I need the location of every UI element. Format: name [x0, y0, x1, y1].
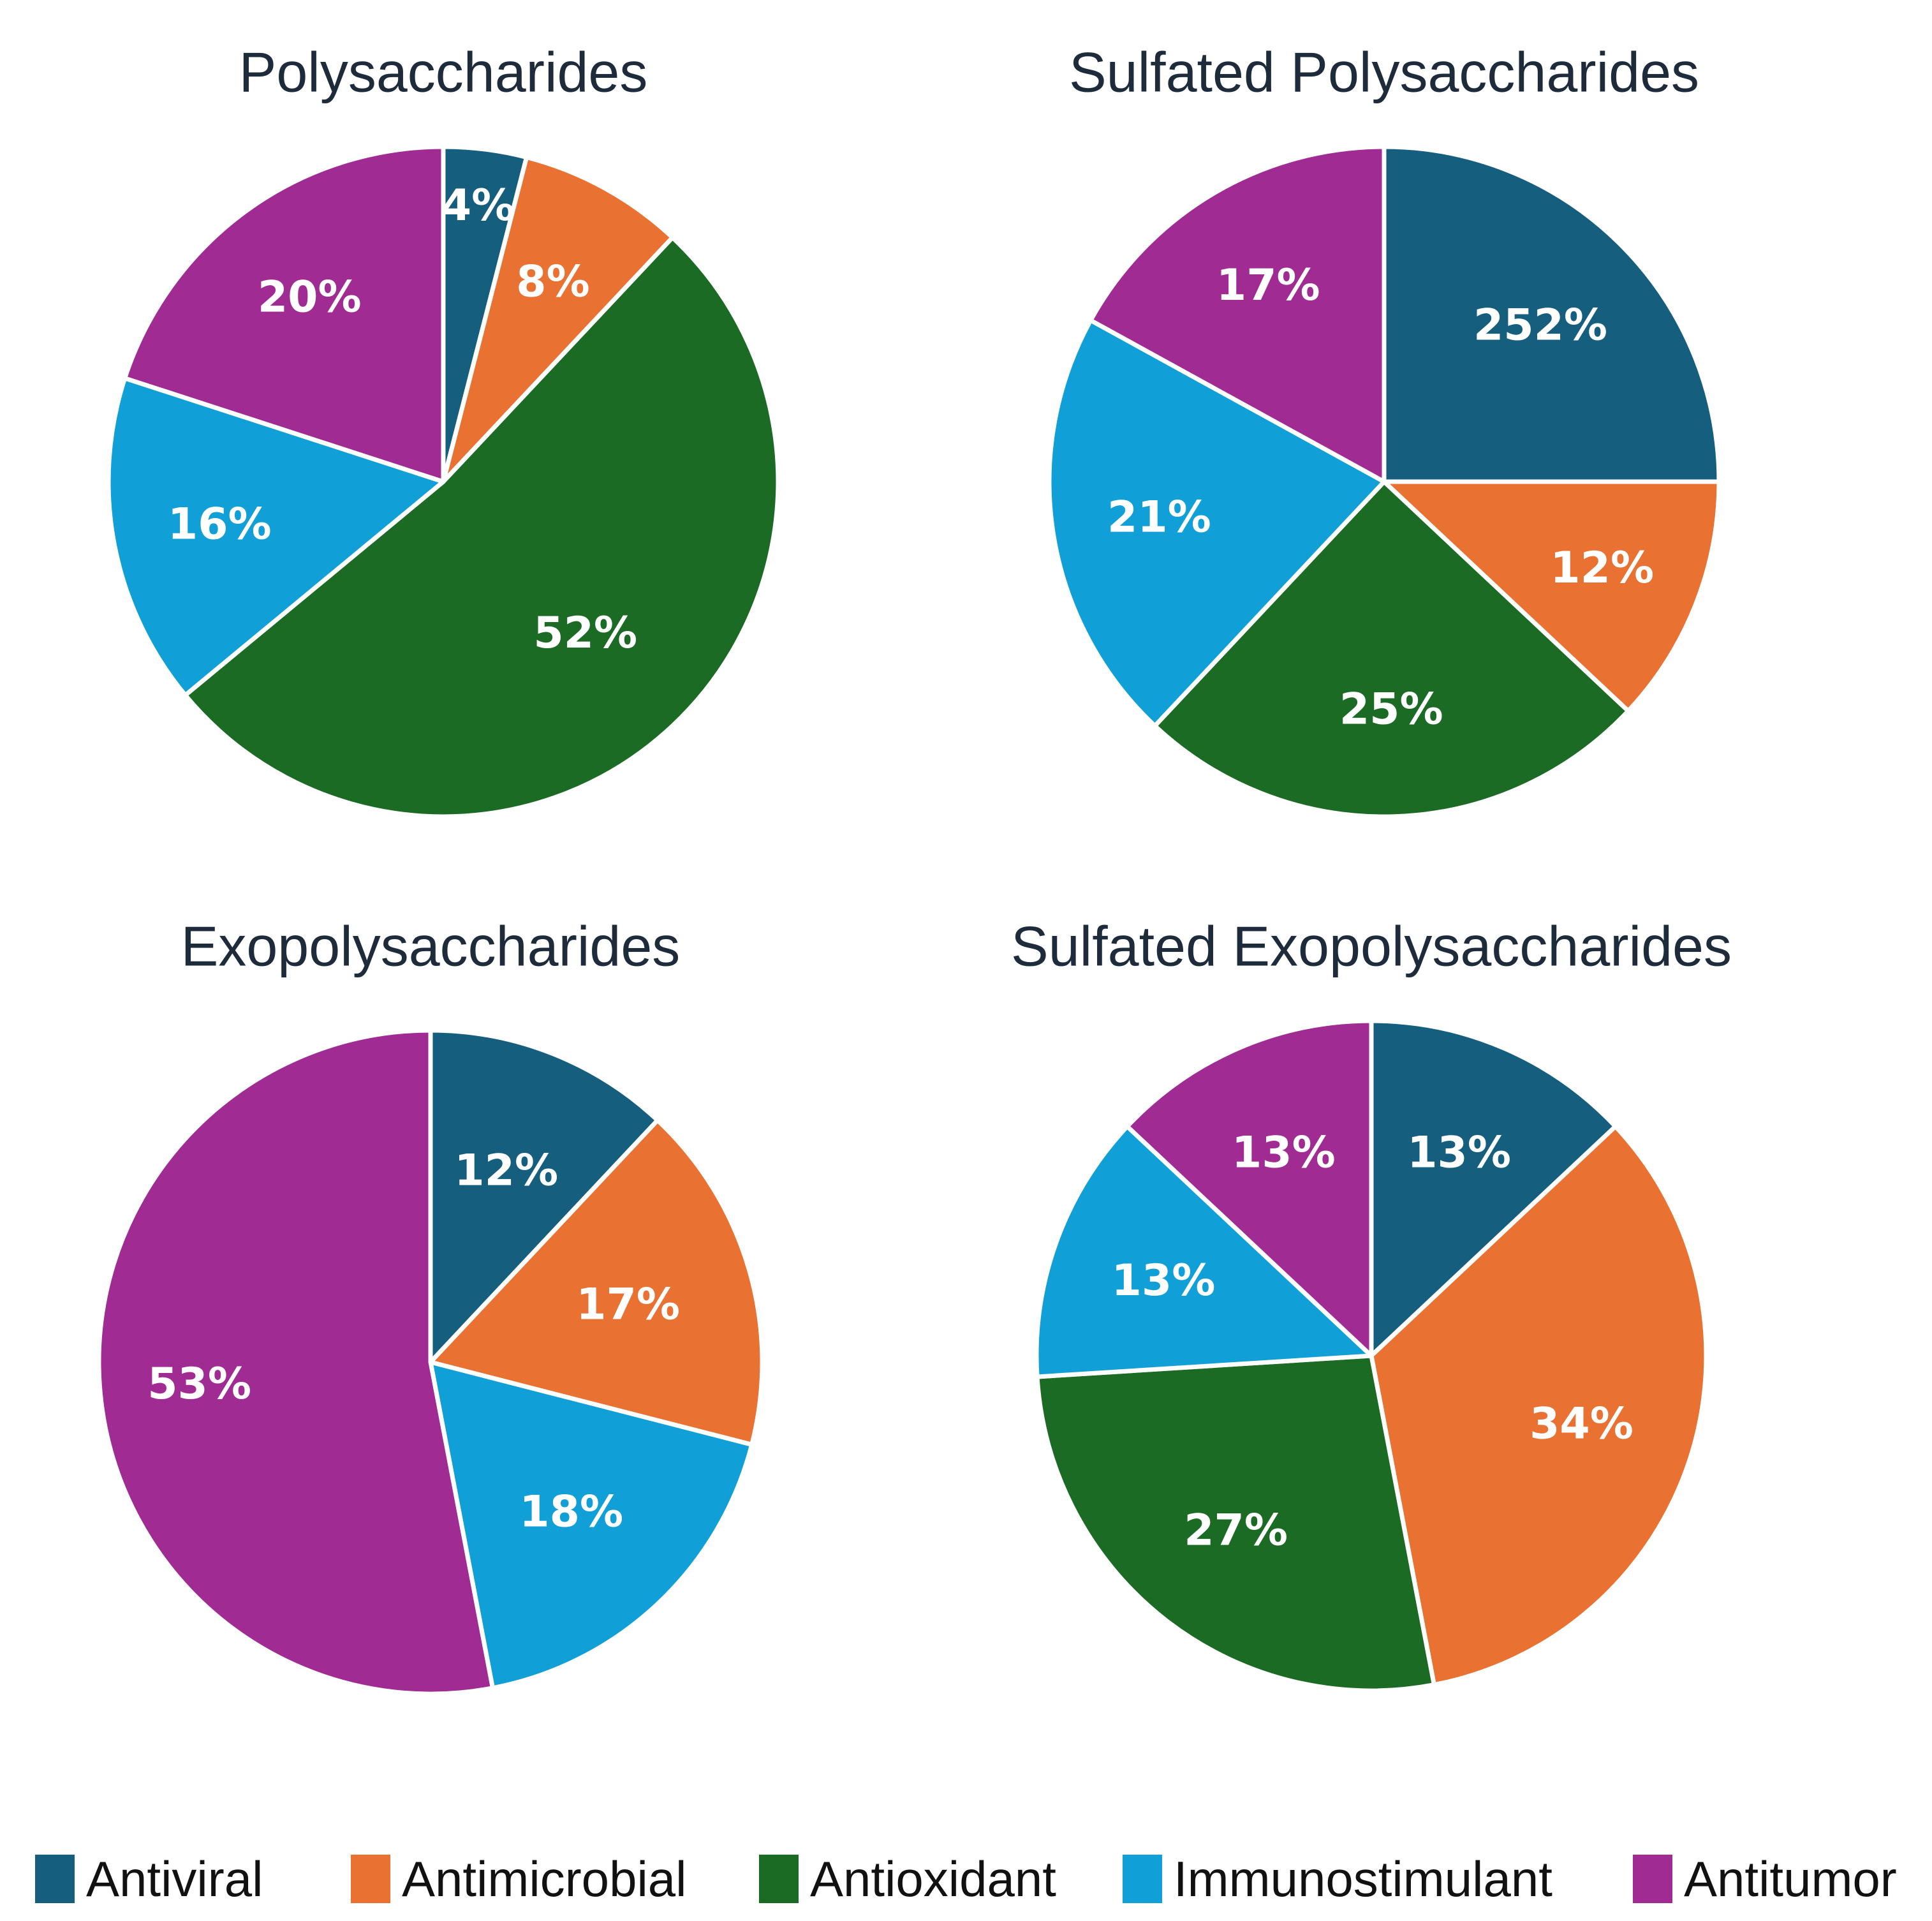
pie-title: Sulfated Polysaccharides [1069, 40, 1699, 103]
legend-item-antiviral: Antiviral [35, 1851, 263, 1907]
legend-item-immunostimulant: Immunostimulant [1123, 1851, 1552, 1907]
slice-label-antiviral: 4% [441, 181, 515, 231]
legend-swatch-antimicrobial [351, 1855, 390, 1903]
slice-label-antioxidant: 27% [1184, 1505, 1288, 1555]
pie-title: Polysaccharides [239, 40, 648, 103]
legend-item-antioxidant: Antioxidant [759, 1851, 1056, 1907]
pie-slice-immunostimulant [428, 1360, 755, 1691]
legend-item-antimicrobial: Antimicrobial [351, 1851, 686, 1907]
slice-label-immunostimulant: 16% [168, 499, 272, 549]
pie-slice-antimicrobial [428, 1118, 765, 1447]
slice-label-antiviral: 12% [454, 1146, 558, 1196]
legend-label-antioxidant: Antioxidant [810, 1851, 1056, 1907]
pie-slice-antitumor [1125, 1018, 1374, 1358]
slice-label-antimicrobial: 17% [576, 1280, 680, 1330]
pie-title: Sulfated Exopolysaccharides [1011, 914, 1732, 977]
pie-slice-antiviral [1369, 1018, 1618, 1358]
slice-label-antimicrobial: 8% [516, 257, 589, 308]
pie-slice-antitumor [122, 144, 446, 484]
pie-slice-antimicrobial [1382, 479, 1722, 713]
pie-slice-antiviral [428, 1028, 660, 1365]
pie-title: Exopolysaccharides [181, 914, 681, 977]
legend-swatch-antioxidant [759, 1855, 799, 1903]
pie-slice-antimicrobial [441, 154, 675, 484]
pie-sulfated-exopolysaccharides: Sulfated Exopolysaccharides 13% 34% 27% 13% 1… [1011, 914, 1732, 1693]
pie-slice-immunostimulant [1034, 1124, 1374, 1379]
slice-label-antitumor: 13% [1232, 1128, 1336, 1178]
legend: Antiviral Antimicrobial Antioxidant Immunos… [35, 1851, 1897, 1907]
pie-slice-antitumor [96, 1028, 495, 1696]
legend-label-immunostimulant: Immunostimulant [1174, 1851, 1552, 1907]
slice-label-immunostimulant: 18% [519, 1487, 623, 1538]
pie-slice-antitumor [1088, 144, 1387, 484]
pie-sulfated-polysaccharides: Sulfated Polysaccharides 252% 12% 25% 21% 17% [1047, 40, 1722, 819]
slice-label-antiviral: 13% [1407, 1128, 1511, 1178]
pie-slice-antiviral [1382, 144, 1722, 484]
slice-label-antioxidant: 25% [1339, 684, 1443, 734]
pie-slice-antioxidant [1035, 1353, 1436, 1693]
slice-label-antitumor: 17% [1216, 260, 1320, 311]
slice-label-antimicrobial: 34% [1530, 1399, 1633, 1450]
slice-label-antiviral: 252% [1473, 300, 1607, 351]
pie-polysaccharides: Polysaccharides 4%8% 52% 16% 20% [106, 40, 781, 819]
legend-item-antitumor: Antitumor [1633, 1851, 1897, 1907]
pie-slice-antioxidant [1153, 479, 1631, 819]
legend-label-antiviral: Antiviral [86, 1851, 263, 1907]
legend-swatch-immunostimulant [1123, 1855, 1162, 1903]
pie-charts: Polysaccharides 4%8% 52% 16% 20% Sulfated Pol… [96, 40, 1732, 1696]
legend-label-antimicrobial: Antimicrobial [402, 1851, 686, 1907]
slice-label-antimicrobial: 12% [1550, 543, 1654, 593]
slice-label-antitumor: 53% [147, 1359, 251, 1409]
legend-label-antitumor: Antitumor [1684, 1851, 1897, 1907]
pie-slice-antimicrobial [1369, 1124, 1709, 1687]
slice-label-immunostimulant: 13% [1112, 1256, 1216, 1306]
legend-swatch-antitumor [1633, 1855, 1672, 1903]
pie-slice-immunostimulant [106, 376, 446, 698]
pie-exopolysaccharides: Exopolysaccharides 12% 17% 18% 53% [96, 914, 765, 1696]
pie-slice-antioxidant [182, 235, 781, 819]
slice-label-antitumor: 20% [258, 272, 362, 323]
pie-slice-immunostimulant [1047, 318, 1387, 729]
slice-label-antioxidant: 52% [533, 608, 637, 658]
slice-label-immunostimulant: 21% [1107, 492, 1211, 542]
legend-swatch-antiviral [35, 1855, 75, 1903]
